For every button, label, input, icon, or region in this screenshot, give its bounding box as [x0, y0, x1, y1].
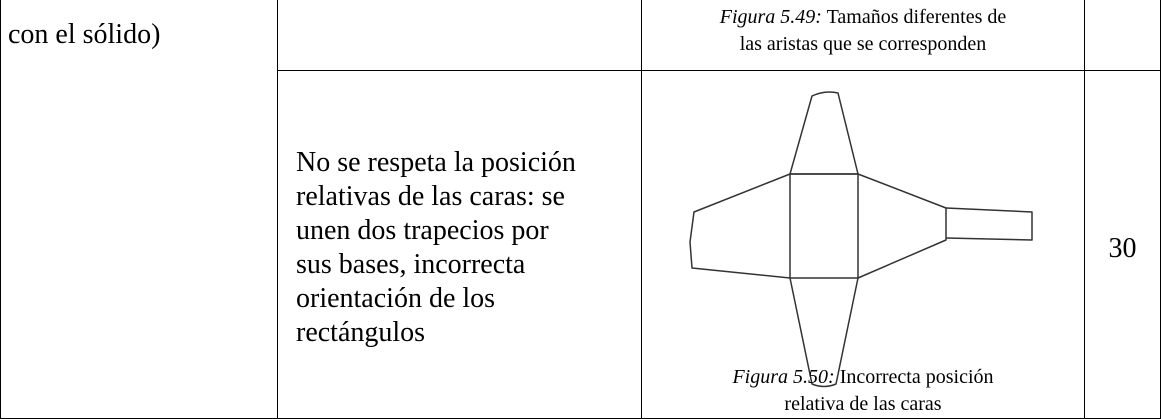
figure-caption: Figura 5.50: Incorrecta posición relativ… [642, 364, 1084, 418]
face [789, 91, 859, 175]
border [277, 0, 278, 419]
face [789, 173, 859, 279]
border [641, 0, 642, 419]
border [1084, 0, 1085, 419]
description-line: rectángulos [296, 317, 426, 348]
face [857, 173, 947, 279]
border [0, 0, 1, 419]
description-line: relativas de las caras: se [296, 181, 565, 212]
caption-label: Figura 5.50: [732, 366, 835, 388]
figure-caption: Figura 5.49: Tamaños diferentes de las a… [642, 4, 1084, 58]
caption-text: Tamaños diferentes de [826, 6, 1007, 28]
description-line: sus bases, incorrecta [296, 249, 526, 280]
caption-label: Figura 5.49: [719, 6, 822, 28]
net-sketch [689, 91, 1033, 388]
face [789, 277, 859, 388]
cell-value: 30 [1108, 233, 1137, 264]
description: No se respeta la posición relativas de la… [296, 146, 576, 350]
caption-text: Incorrecta posición [839, 366, 994, 388]
description-line: orientación de los [296, 283, 496, 314]
face [689, 173, 791, 279]
caption-line: Figura 5.50: Incorrecta posición [642, 364, 1084, 391]
face [945, 207, 1033, 241]
description-line: unen dos trapecios por [296, 215, 549, 246]
caption-line: Figura 5.49: Tamaños diferentes de [642, 4, 1084, 31]
caption-line: las aristas que se corresponden [739, 33, 987, 55]
description-line: No se respeta la posición [296, 147, 576, 178]
row-header: con el sólido) [8, 19, 161, 50]
border [277, 70, 1161, 71]
caption-line: relativa de las caras [784, 393, 942, 415]
